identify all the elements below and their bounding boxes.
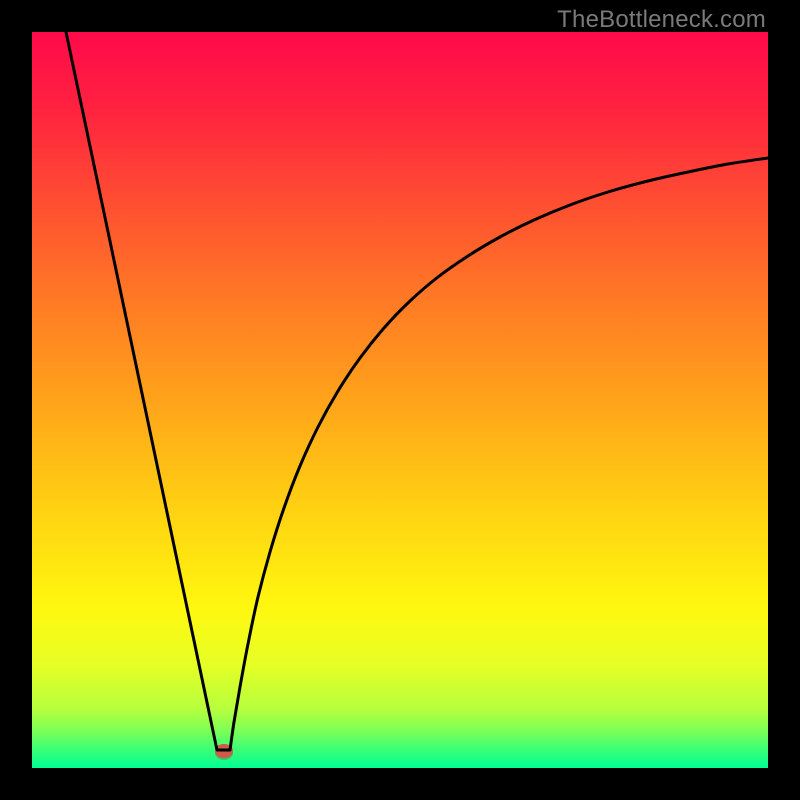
watermark-label: TheBottleneck.com xyxy=(557,6,766,34)
chart-frame: TheBottleneck.com xyxy=(0,0,800,800)
bottleneck-curve xyxy=(32,32,768,768)
plot-area xyxy=(32,32,768,768)
bottleneck-curve-path xyxy=(66,32,768,750)
